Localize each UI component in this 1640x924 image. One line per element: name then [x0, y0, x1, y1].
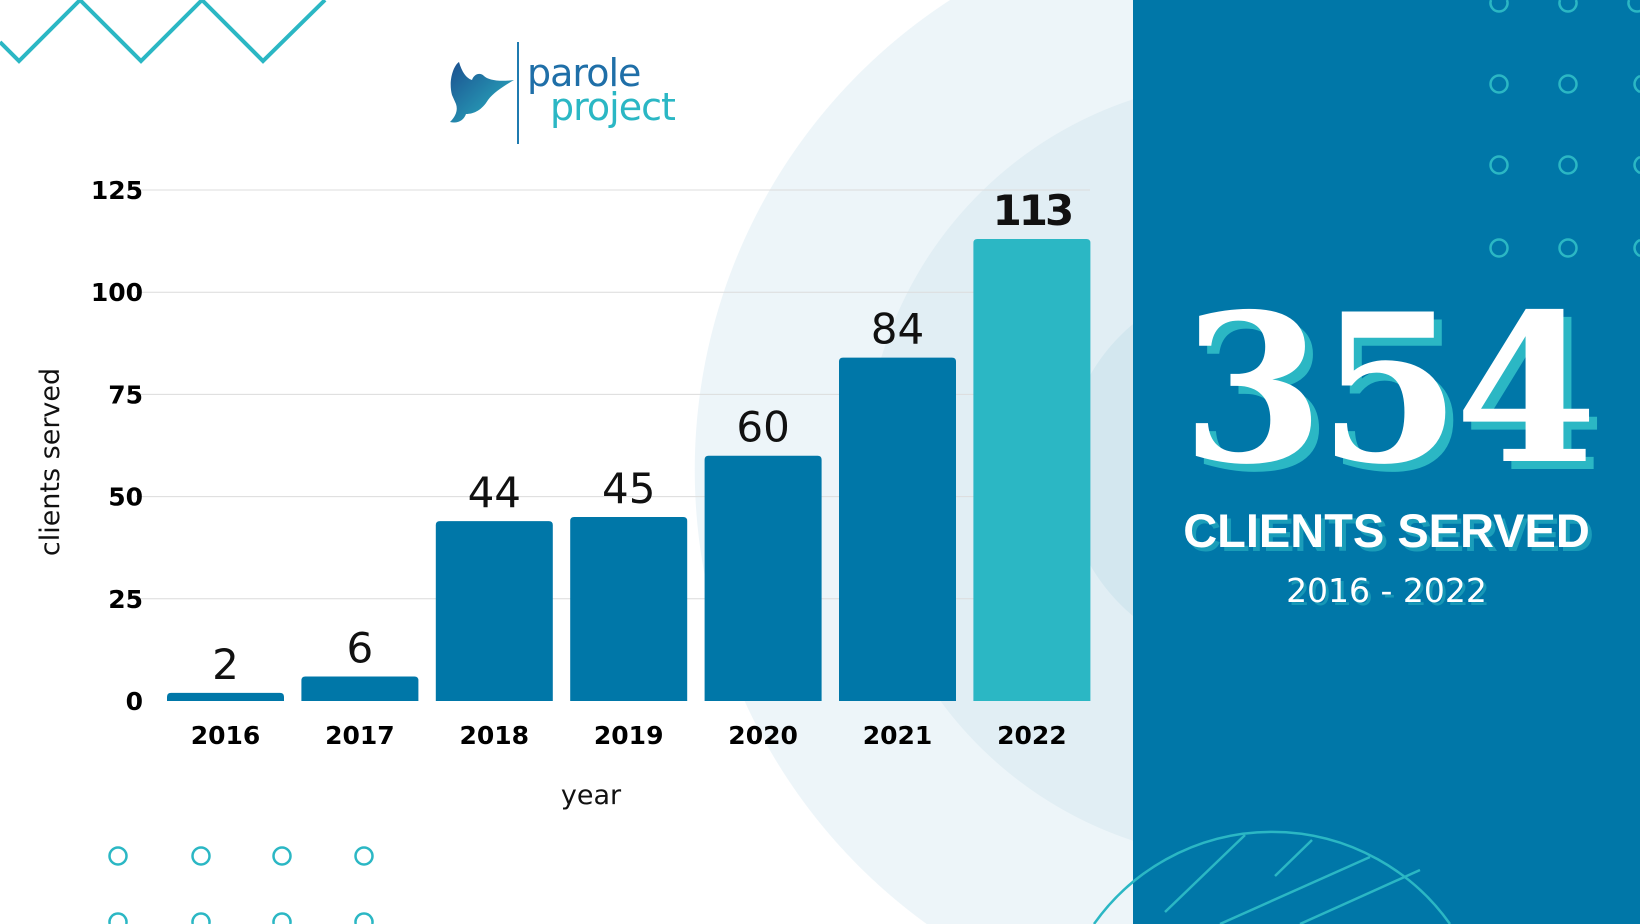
y-tick-label: 25 — [108, 585, 143, 614]
side-panel — [1133, 0, 1640, 924]
dot — [1627, 0, 1640, 13]
dot — [1633, 238, 1640, 258]
dot — [1489, 155, 1509, 175]
dot — [191, 912, 211, 924]
data-label-2016: 2 — [212, 640, 239, 689]
bar-chart: 0 25 50 75 100 125 2 2016 6 2017 44 2018 45 2019 60 202… — [35, 176, 1091, 811]
y-axis-title: clients served — [35, 368, 66, 556]
dot — [1633, 74, 1640, 94]
dove-icon — [450, 42, 519, 144]
dot — [1558, 155, 1578, 175]
data-label-2020: 60 — [736, 403, 789, 452]
dot — [108, 912, 128, 924]
dot — [272, 846, 292, 866]
dot — [1489, 0, 1509, 13]
data-label-2022: 113 — [993, 186, 1072, 235]
data-label-2018: 44 — [468, 468, 521, 517]
bar-2019 — [570, 517, 688, 701]
dot — [354, 912, 374, 924]
dot — [1558, 0, 1578, 13]
dot — [1633, 155, 1640, 175]
bar-2017 — [301, 676, 419, 701]
hatched-circle-decoration — [1092, 830, 1452, 924]
dot — [1489, 238, 1509, 258]
data-label-2017: 6 — [347, 623, 374, 672]
dot — [191, 846, 211, 866]
bar-2018 — [435, 521, 553, 701]
bar-2022 — [973, 239, 1091, 701]
year-range: 2016 - 2022 — [1286, 571, 1487, 610]
x-tick-label: 2020 — [728, 721, 798, 750]
dot — [1489, 74, 1509, 94]
dot — [354, 846, 374, 866]
x-tick-label: 2018 — [460, 721, 530, 750]
x-tick-label: 2016 — [191, 721, 261, 750]
total-clients-number: 354 — [1181, 270, 1598, 510]
y-tick-label: 75 — [108, 380, 143, 409]
bar-2021 — [839, 357, 956, 701]
parole-project-logo: parole project — [444, 40, 694, 146]
dot — [1558, 238, 1578, 258]
clients-served-label: CLIENTS SERVED — [1183, 504, 1590, 557]
x-tick-label: 2019 — [594, 721, 664, 750]
data-label-2021: 84 — [871, 305, 924, 354]
data-label-2019: 45 — [602, 464, 655, 513]
x-axis-title: year — [561, 780, 622, 811]
x-tick-label: 2022 — [997, 721, 1067, 750]
dot-pattern — [108, 0, 1640, 924]
bar-2020 — [704, 455, 822, 701]
logo-text-project: project — [550, 85, 676, 129]
x-tick-label: 2017 — [325, 721, 395, 750]
dot — [108, 846, 128, 866]
x-tick-label: 2021 — [863, 721, 933, 750]
zigzag-decoration — [0, 0, 327, 64]
y-tick-label: 0 — [126, 687, 143, 716]
y-tick-label: 50 — [108, 483, 143, 512]
dot — [272, 912, 292, 924]
y-tick-label: 100 — [91, 278, 143, 307]
bar-2016 — [167, 692, 284, 701]
logo-text-parole: parole — [527, 51, 641, 95]
y-tick-label: 125 — [91, 176, 143, 205]
dot — [1558, 74, 1578, 94]
